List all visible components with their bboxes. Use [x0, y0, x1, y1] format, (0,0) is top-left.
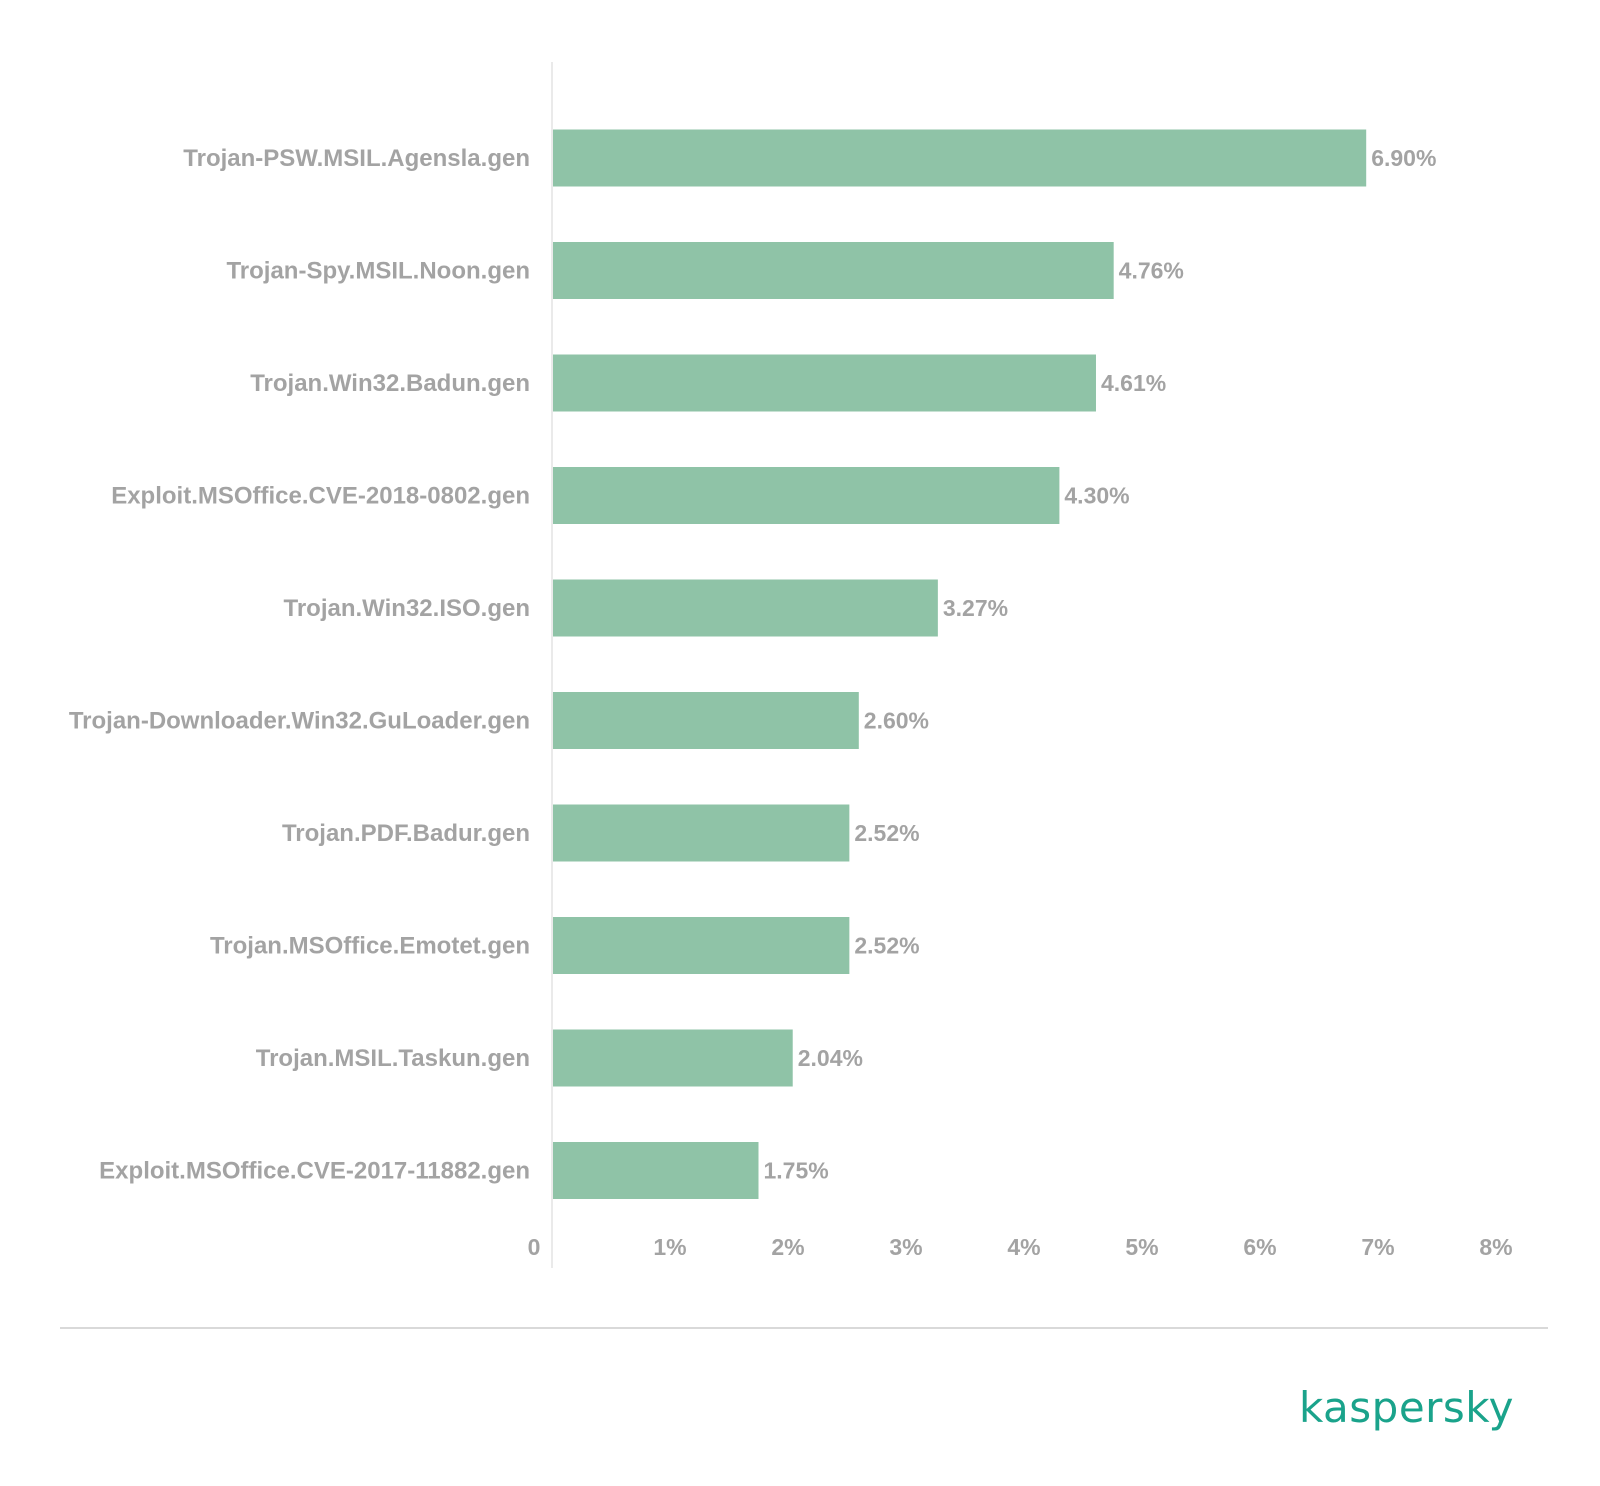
category-label: Trojan-Spy.MSIL.Noon.gen	[226, 258, 530, 285]
x-tick-label: 8%	[1479, 1234, 1512, 1260]
category-label: Trojan-Downloader.Win32.GuLoader.gen	[69, 708, 530, 735]
value-label: 1.75%	[764, 1158, 829, 1184]
value-label: 4.30%	[1064, 483, 1129, 509]
bar	[553, 579, 938, 637]
bar	[553, 1029, 793, 1087]
value-label: 2.04%	[798, 1045, 863, 1071]
category-label: Trojan-PSW.MSIL.Agensla.gen	[183, 145, 530, 172]
value-label: 2.60%	[864, 708, 929, 734]
bars-group: Trojan-PSW.MSIL.Agensla.gen 6.90% Trojan-S…	[69, 129, 1436, 1199]
bar	[553, 242, 1114, 299]
value-label: 4.76%	[1119, 258, 1184, 284]
kaspersky-logo: kaspersky	[1298, 1383, 1514, 1432]
footer-divider	[60, 1327, 1548, 1329]
category-label: Trojan.MSIL.Taskun.gen	[256, 1045, 530, 1072]
x-tick-label: 0	[528, 1234, 541, 1260]
x-axis-ticks: 0 1% 2% 3% 4% 5% 6% 7% 8%	[528, 1234, 1513, 1260]
x-tick-label: 6%	[1243, 1234, 1276, 1260]
x-tick-label: 2%	[771, 1234, 804, 1260]
x-tick-label: 5%	[1125, 1234, 1158, 1260]
bar	[553, 804, 850, 862]
bar	[553, 1142, 759, 1199]
value-label: 6.90%	[1371, 145, 1436, 171]
category-label: Trojan.PDF.Badur.gen	[282, 820, 530, 847]
value-label: 3.27%	[943, 595, 1008, 621]
value-label: 2.52%	[854, 933, 919, 959]
category-label: Trojan.MSOffice.Emotet.gen	[210, 933, 530, 960]
value-label: 2.52%	[854, 820, 919, 846]
value-label: 4.61%	[1101, 370, 1166, 396]
bar	[553, 467, 1060, 524]
bar	[553, 917, 850, 974]
x-tick-label: 3%	[889, 1234, 922, 1260]
category-label: Exploit.MSOffice.CVE-2018-0802.gen	[111, 483, 530, 510]
bar	[553, 129, 1367, 187]
x-tick-label: 1%	[653, 1234, 686, 1260]
x-tick-label: 7%	[1361, 1234, 1394, 1260]
category-label: Exploit.MSOffice.CVE-2017-11882.gen	[99, 1158, 530, 1185]
bar	[553, 692, 859, 749]
bar	[553, 354, 1096, 412]
category-label: Trojan.Win32.ISO.gen	[284, 595, 531, 622]
x-tick-label: 4%	[1007, 1234, 1040, 1260]
category-label: Trojan.Win32.Badun.gen	[250, 370, 530, 397]
